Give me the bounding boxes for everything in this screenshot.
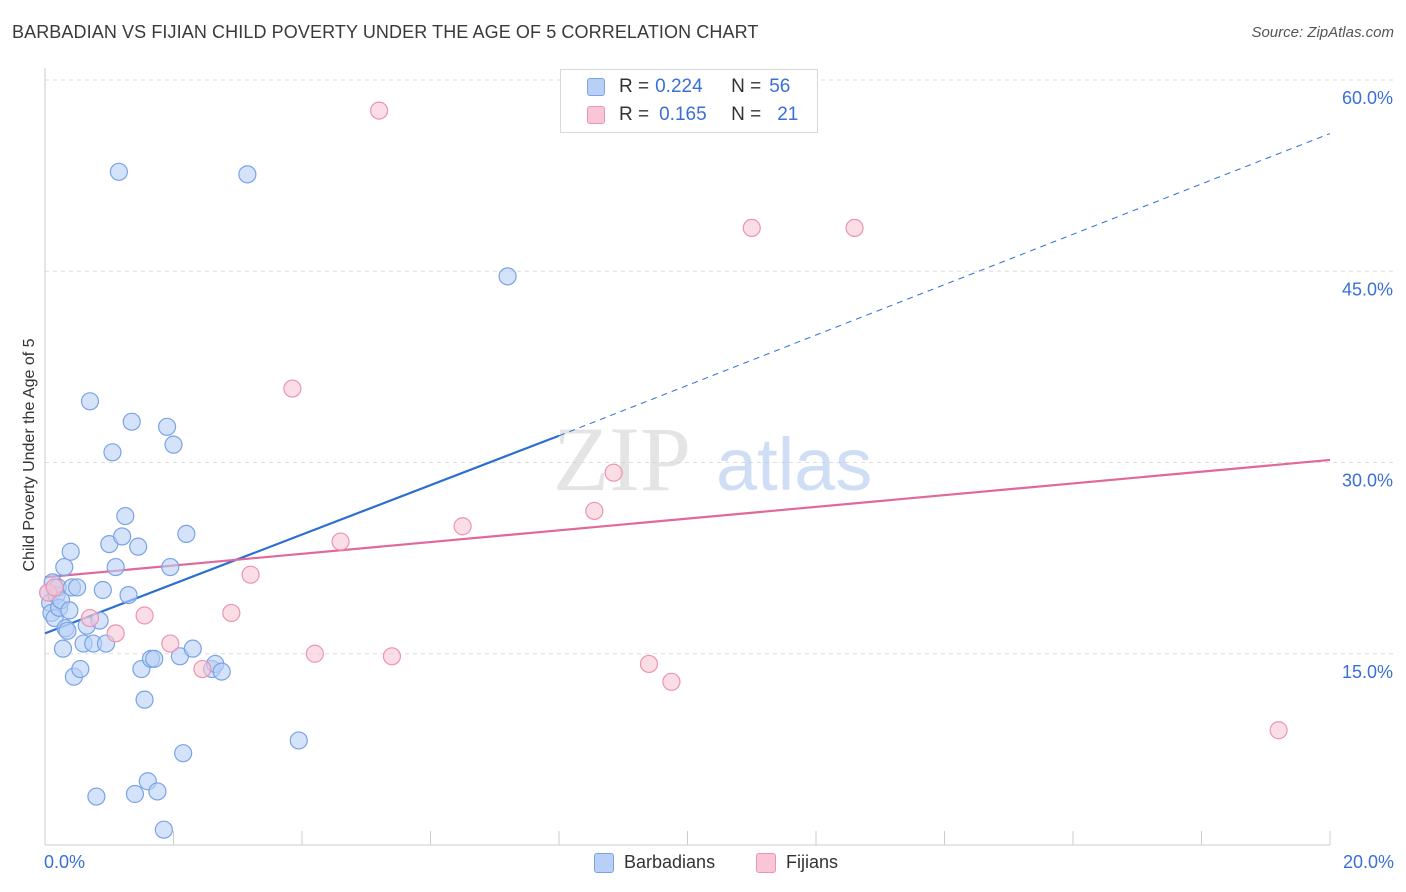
barbadians-point [71, 659, 90, 679]
fijians-point [45, 578, 64, 597]
fijians-point [453, 517, 472, 536]
fijians-point [1269, 721, 1288, 740]
fijians-point [604, 463, 623, 482]
barbadians-point [289, 731, 308, 750]
barbadians-point [122, 412, 141, 431]
barbadians-point [174, 744, 193, 763]
y-tick-label: 45.0% [1342, 279, 1393, 299]
barbadians-point [80, 392, 100, 411]
zipatlas-watermark: ZIP atlas [553, 408, 872, 510]
fijians-point [283, 379, 302, 398]
source-label: Source: ZipAtlas.com [1251, 24, 1394, 41]
legend-swatch-pink [587, 106, 605, 124]
legend-n-value: 21 [777, 104, 799, 125]
barbadians-point [177, 524, 196, 544]
x-min-label: 0.0% [44, 852, 86, 872]
legend-r-value: 0.165 [659, 104, 707, 125]
bottom-legend-fijians: Fijians [756, 852, 838, 873]
fijians-point [382, 647, 402, 666]
barbadians-point [116, 506, 135, 526]
fijians-point [80, 608, 100, 628]
fijians-point [161, 634, 180, 653]
fijians-point [305, 644, 324, 663]
bottom-legend-barbadians: Barbadians [594, 852, 715, 873]
legend-row-fijians: R = 0.165 N = 21 [587, 104, 798, 126]
barbadians-trend-extension [558, 133, 1331, 437]
barbadians-point [103, 443, 122, 462]
barbadians-point [183, 639, 202, 658]
y-tick-label: 15.0% [1342, 662, 1393, 682]
barbadians-point [61, 542, 80, 561]
barbadians-point [58, 621, 77, 640]
barbadians-point [212, 662, 231, 681]
barbadians-point [119, 585, 138, 605]
barbadians-point [145, 649, 164, 668]
y-tick-labels: 15.0% 30.0% 45.0% 60.0% [1342, 88, 1393, 682]
barbadians-point [68, 578, 87, 597]
barbadians-point [161, 557, 180, 577]
correlation-legend: R = 0.224 N = 56 R = 0.165 N = 21 [560, 69, 818, 133]
data-points [39, 101, 1288, 839]
barbadians-point [129, 537, 148, 556]
fijians-point [845, 218, 864, 237]
fijians-point [742, 218, 761, 237]
barbadians-point [148, 782, 167, 801]
fijians-point [639, 654, 659, 674]
legend-r-value: 0.224 [655, 76, 703, 97]
barbadians-point [109, 162, 128, 181]
legend-n-label: N = [731, 104, 762, 125]
barbadians-point [135, 690, 154, 709]
legend-r-label: R = [619, 76, 650, 97]
fijians-point [370, 101, 389, 120]
barbadians-point [112, 527, 132, 546]
fijians-point [585, 501, 604, 521]
barbadians-swatch [594, 852, 614, 873]
fijians-point [331, 532, 350, 551]
barbadians-point [125, 784, 145, 804]
watermark-zip: ZIP [553, 408, 691, 510]
fijians-label: Fijians [786, 852, 839, 872]
legend-n-value: 56 [769, 76, 791, 97]
fijians-point [193, 659, 212, 679]
fijians-point [662, 672, 681, 691]
y-tick-label: 30.0% [1342, 471, 1393, 491]
barbadians-point [55, 557, 74, 577]
fijians-point [222, 603, 241, 623]
x-max-label: 20.0% [1342, 852, 1394, 872]
barbadians-point [60, 601, 79, 620]
barbadians-point [164, 435, 183, 454]
legend-swatch-blue [587, 78, 605, 96]
watermark-atlas: atlas [716, 423, 872, 506]
chart-title: BARBADIAN VS FIJIAN CHILD POVERTY UNDER … [12, 22, 759, 42]
fijians-trend-line [44, 458, 1331, 579]
axes [44, 68, 1331, 846]
trend-lines [44, 133, 1331, 635]
barbadians-label: Barbadians [624, 852, 716, 872]
y-tick-label: 60.0% [1342, 88, 1393, 108]
barbadians-point [106, 557, 125, 577]
barbadians-point [154, 820, 173, 839]
barbadians-point [87, 787, 106, 806]
fijians-swatch [756, 852, 776, 873]
barbadians-point [498, 267, 517, 286]
fijians-point [106, 624, 125, 643]
barbadians-point [93, 580, 112, 600]
fijians-point [135, 606, 154, 625]
legend-row-barbadians: R = 0.224 N = 56 [587, 76, 790, 98]
barbadians-point [157, 417, 177, 436]
legend-r-label: R = [619, 104, 650, 125]
fijians-point [241, 565, 260, 584]
barbadians-point [53, 639, 73, 658]
y-axis-label: Child Poverty Under the Age of 5 [21, 338, 38, 572]
barbadians-point [238, 165, 257, 184]
legend-n-label: N = [731, 76, 762, 97]
